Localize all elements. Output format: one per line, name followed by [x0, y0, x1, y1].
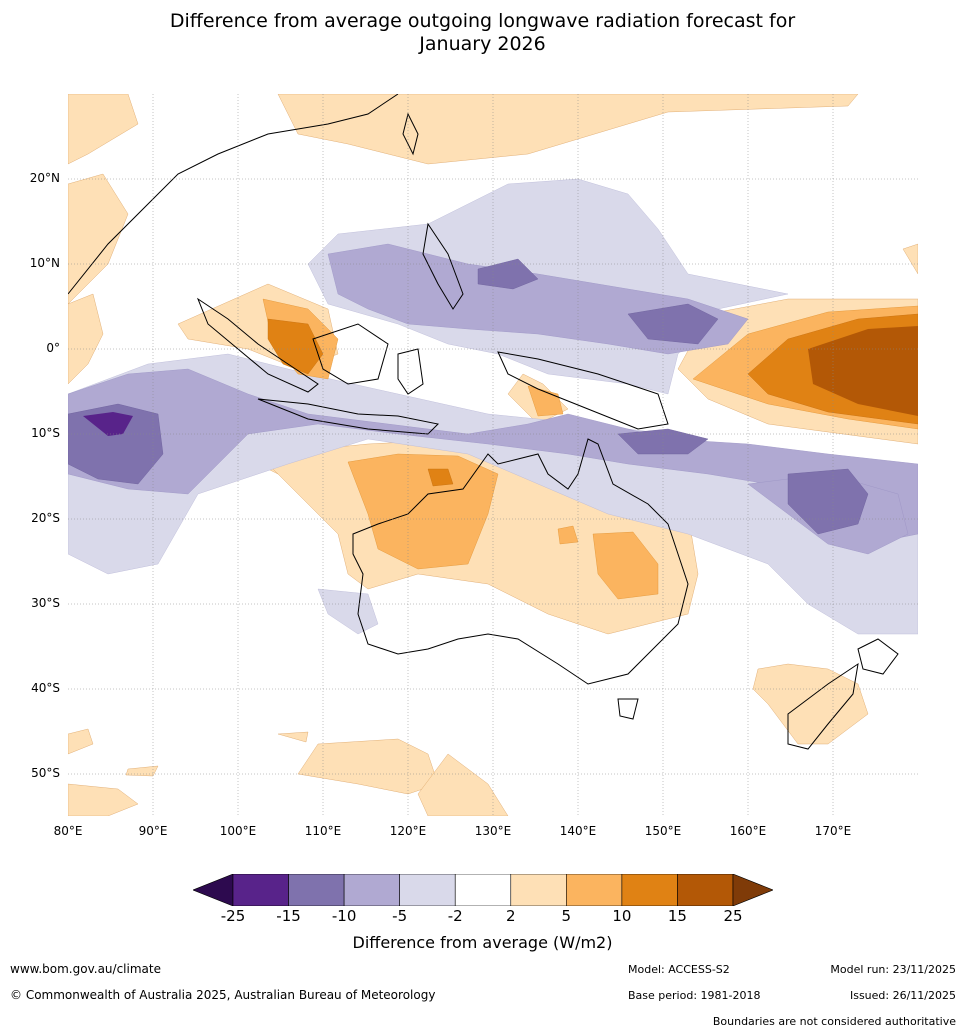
lon-label: 80°E [53, 824, 83, 838]
lat-label: 20°S [31, 511, 60, 525]
colorbar-tick-label: -25 [220, 907, 246, 925]
coastlines [68, 94, 899, 750]
colorbar-swatch [343, 874, 400, 906]
colorbar-swatch [510, 874, 567, 906]
lon-label: 140°E [559, 824, 597, 838]
gridlines [68, 94, 918, 816]
anomaly-fill-dark-purple [68, 258, 869, 535]
lat-label: 0° [46, 341, 60, 355]
lon-label: 170°E [814, 824, 852, 838]
lon-label: 110°E [304, 824, 342, 838]
lon-label: 150°E [644, 824, 682, 838]
base-period-text: Base period: 1981-2018 [628, 989, 761, 1002]
colorbar-swatch [454, 874, 512, 906]
lat-label: 20°N [29, 171, 60, 185]
title-line-2: January 2026 [419, 33, 546, 55]
map-title: Difference from average outgoing longwav… [0, 10, 965, 56]
issued-text: Issued: 26/11/2025 [849, 989, 956, 1002]
title-line-1: Difference from average outgoing longwav… [169, 10, 796, 32]
model-text: Model: ACCESS-S2 [628, 963, 730, 976]
lat-label: 50°S [31, 766, 60, 780]
colorbar-tick-label: -2 [447, 907, 463, 925]
lat-label: 30°S [31, 596, 60, 610]
disclaimer-text: Boundaries are not considered authoritat… [712, 1015, 956, 1028]
olr-anomaly-map [68, 94, 918, 816]
colorbar-label: Difference from average (W/m2) [352, 933, 613, 952]
lat-label: 40°S [31, 681, 60, 695]
colorbar-swatch [566, 874, 623, 906]
anomaly-fill-brown [808, 326, 918, 416]
colorbar-tick-label: -10 [331, 907, 357, 925]
map-canvas [68, 94, 918, 816]
colorbar-extend-low [193, 874, 234, 906]
colorbar-tick-label: -15 [276, 907, 301, 925]
colorbar-tick-label: 2 [505, 907, 516, 925]
colorbar-tick-label: 5 [561, 907, 572, 925]
colorbar-tick-label: 15 [667, 907, 687, 925]
colorbar-tick-label: -5 [392, 907, 408, 925]
lon-label: 90°E [138, 824, 168, 838]
lon-label: 160°E [729, 824, 767, 838]
colorbar-swatch [288, 874, 345, 906]
colorbar-swatch [677, 874, 734, 906]
website-link[interactable]: www.bom.gov.au/climate [10, 962, 161, 976]
anomaly-fill-deep-purple [83, 412, 133, 436]
lon-label: 120°E [389, 824, 427, 838]
model-run-text: Model run: 23/11/2025 [830, 963, 956, 976]
colorbar-swatch [621, 874, 678, 906]
colorbar-swatches [193, 874, 773, 906]
colorbar [193, 874, 773, 906]
copyright-text: © Commonwealth of Australia 2025, Austra… [10, 988, 436, 1002]
lon-label: 100°E [219, 824, 257, 838]
colorbar-tick-label: 25 [723, 907, 743, 925]
lat-label: 10°S [31, 426, 60, 440]
colorbar-swatch [399, 874, 456, 906]
colorbar-extend-high [732, 874, 773, 906]
colorbar-tick-label: 10 [612, 907, 632, 925]
colorbar-swatch [232, 874, 289, 906]
lon-label: 130°E [474, 824, 512, 838]
lat-label: 10°N [29, 256, 60, 270]
